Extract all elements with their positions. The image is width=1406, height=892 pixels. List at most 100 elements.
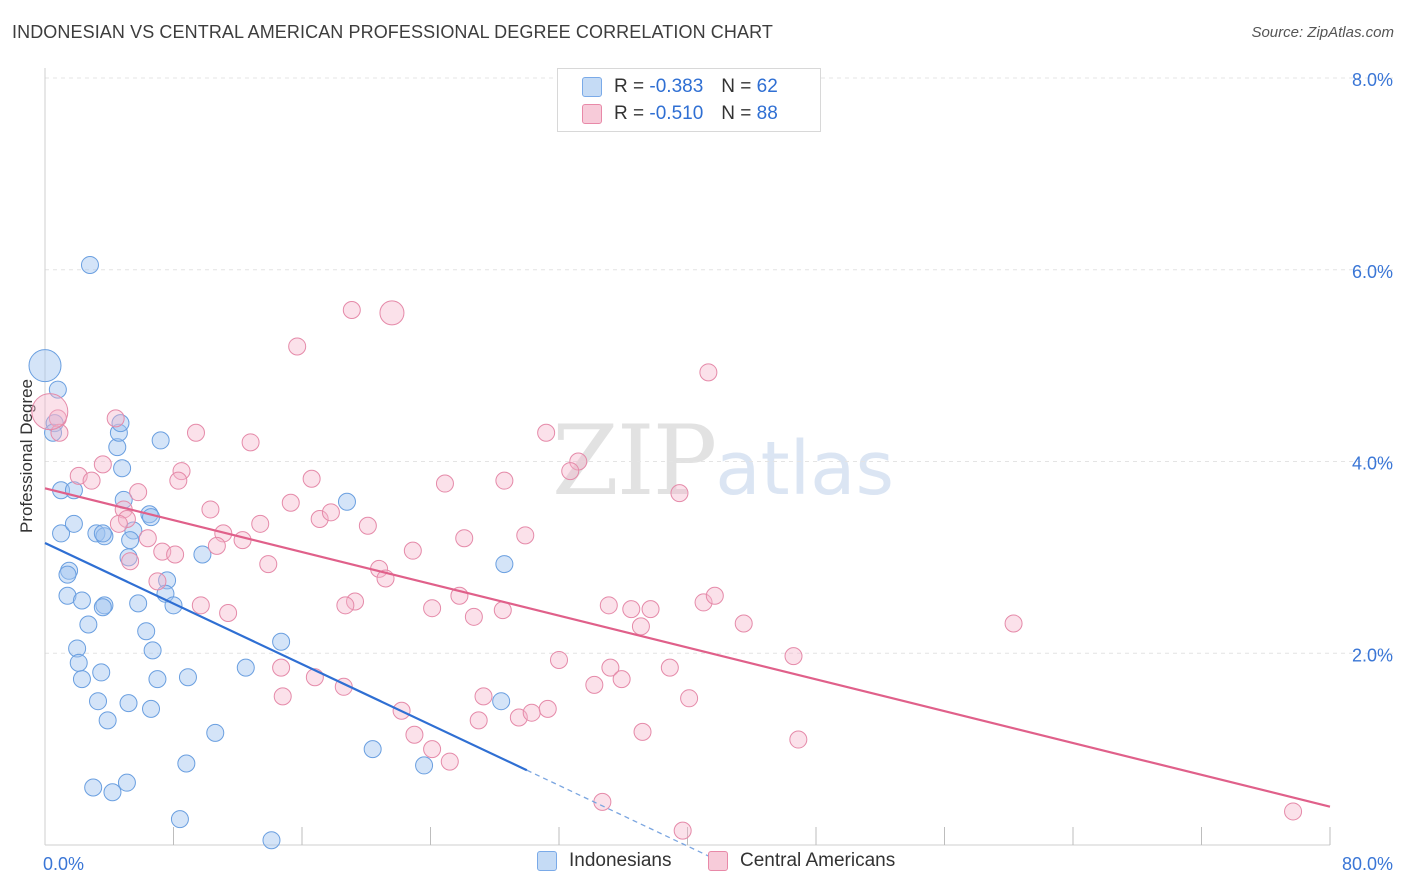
legend-r-value-central-americans: -0.510 [649,103,704,124]
data-point-indonesians [177,754,196,773]
tick-labels: 2.0% 4.0% 6.0% 8.0% 0.0% 80.0% [43,70,1393,874]
data-point-central-americans [106,409,125,428]
data-point-central-americans [148,572,167,591]
legend-n-label: N = [721,76,752,97]
data-point-central-americans [784,647,803,666]
data-point-indonesians [129,594,148,613]
data-point-indonesians [69,653,88,672]
data-point-indonesians [72,591,91,610]
legend-n-label: N = [721,103,752,124]
data-point-central-americans [474,687,493,706]
data-point-central-americans [172,462,191,481]
data-point-central-americans [207,536,226,555]
data-point-indonesians [64,514,83,533]
legend-r-label: R = [614,76,645,97]
data-point-indonesians [68,639,87,658]
data-point-central-americans [435,474,454,493]
y-tick-label: 8.0% [1352,70,1393,90]
y-tick-label: 4.0% [1352,454,1393,474]
data-point-indonesians [103,783,122,802]
data-point-central-americans [789,730,808,749]
data-point-central-americans [516,526,535,545]
data-point-central-americans [705,586,724,605]
chart-title: INDONESIAN VS CENTRAL AMERICAN PROFESSIO… [12,22,773,42]
data-point-central-americans [288,337,307,356]
data-point-central-americans [129,483,148,502]
data-point-central-americans [403,541,422,560]
data-point-indonesians [495,555,514,574]
legend-n-value-indonesians: 62 [756,76,778,97]
data-point-central-americans [342,301,361,320]
data-point-central-americans [1284,802,1303,821]
data-point-central-americans [601,658,620,677]
data-point-central-americans [537,423,556,442]
data-point-central-americans [379,300,405,326]
legend-r-label: R = [614,103,645,124]
data-point-central-americans [121,552,140,571]
data-point-indonesians [93,598,112,617]
data-point-central-americans [138,529,157,548]
data-point-indonesians [148,670,167,689]
x-tick-label: 80.0% [1342,854,1393,874]
series-name-central-americans: Central Americans [740,850,896,871]
data-point-indonesians [117,773,136,792]
data-point-central-americans [186,423,205,442]
data-point-central-americans [281,493,300,512]
data-point-central-americans [622,600,641,619]
data-point-central-americans [455,529,474,548]
data-point-indonesians [80,255,99,274]
data-point-indonesians [111,414,130,433]
legend-row-central-americans: R = -0.510 N = 88 [582,101,778,127]
legend-r-value-indonesians: -0.383 [649,76,704,97]
x-tick-label: 0.0% [43,854,84,874]
data-point-indonesians [121,531,140,550]
data-point-central-americans [302,469,321,488]
data-point-central-americans [233,531,252,550]
data-point-indonesians [142,699,161,718]
data-point-central-americans [93,455,112,474]
data-point-indonesians [84,778,103,797]
y-tick-label: 6.0% [1352,262,1393,282]
data-point-indonesians [93,524,112,543]
data-point-central-americans [593,792,612,811]
data-point-indonesians [58,586,77,605]
data-point-central-americans [423,740,442,759]
data-point-central-americans [522,703,541,722]
trendlines [44,487,1331,859]
data-point-central-americans [633,722,652,741]
legend-swatch-indonesians [582,77,602,97]
data-point-indonesians [170,810,189,829]
data-point-central-americans [273,687,292,706]
data-point-central-americans [82,471,101,490]
series-legend-central-americans: Central Americans [708,850,895,872]
data-point-indonesians [92,663,111,682]
data-point-indonesians [137,622,156,641]
y-tick-label: 2.0% [1352,645,1393,665]
watermark: ZIPatlas [552,405,894,517]
data-point-indonesians [193,545,212,564]
data-point-central-americans [585,675,604,694]
data-point-central-americans [673,821,692,840]
data-point-central-americans [219,603,238,622]
data-point-central-americans [346,592,365,611]
data-point-indonesians [337,492,356,511]
trendline-indonesians [44,541,528,772]
data-point-central-americans [694,593,713,612]
data-point-indonesians [236,658,255,677]
data-point-indonesians [143,641,162,660]
data-point-central-americans [631,617,650,636]
data-point-central-americans [734,614,753,633]
data-point-central-americans [680,689,699,708]
data-point-indonesians [98,711,117,730]
data-point-central-americans [166,545,185,564]
data-point-central-americans [423,599,442,618]
data-point-indonesians [272,632,291,651]
series-name-indonesians: Indonesians [569,850,672,871]
correlation-legend: R = -0.383 N = 62 R = -0.510 N = 88 [557,68,821,132]
series-legend: Indonesians Central Americans [0,850,1406,878]
data-point-central-americans [1004,614,1023,633]
data-point-indonesians [262,831,281,850]
data-point-indonesians [52,524,71,543]
data-point-indonesians [79,615,98,634]
data-point-central-americans [538,699,557,718]
